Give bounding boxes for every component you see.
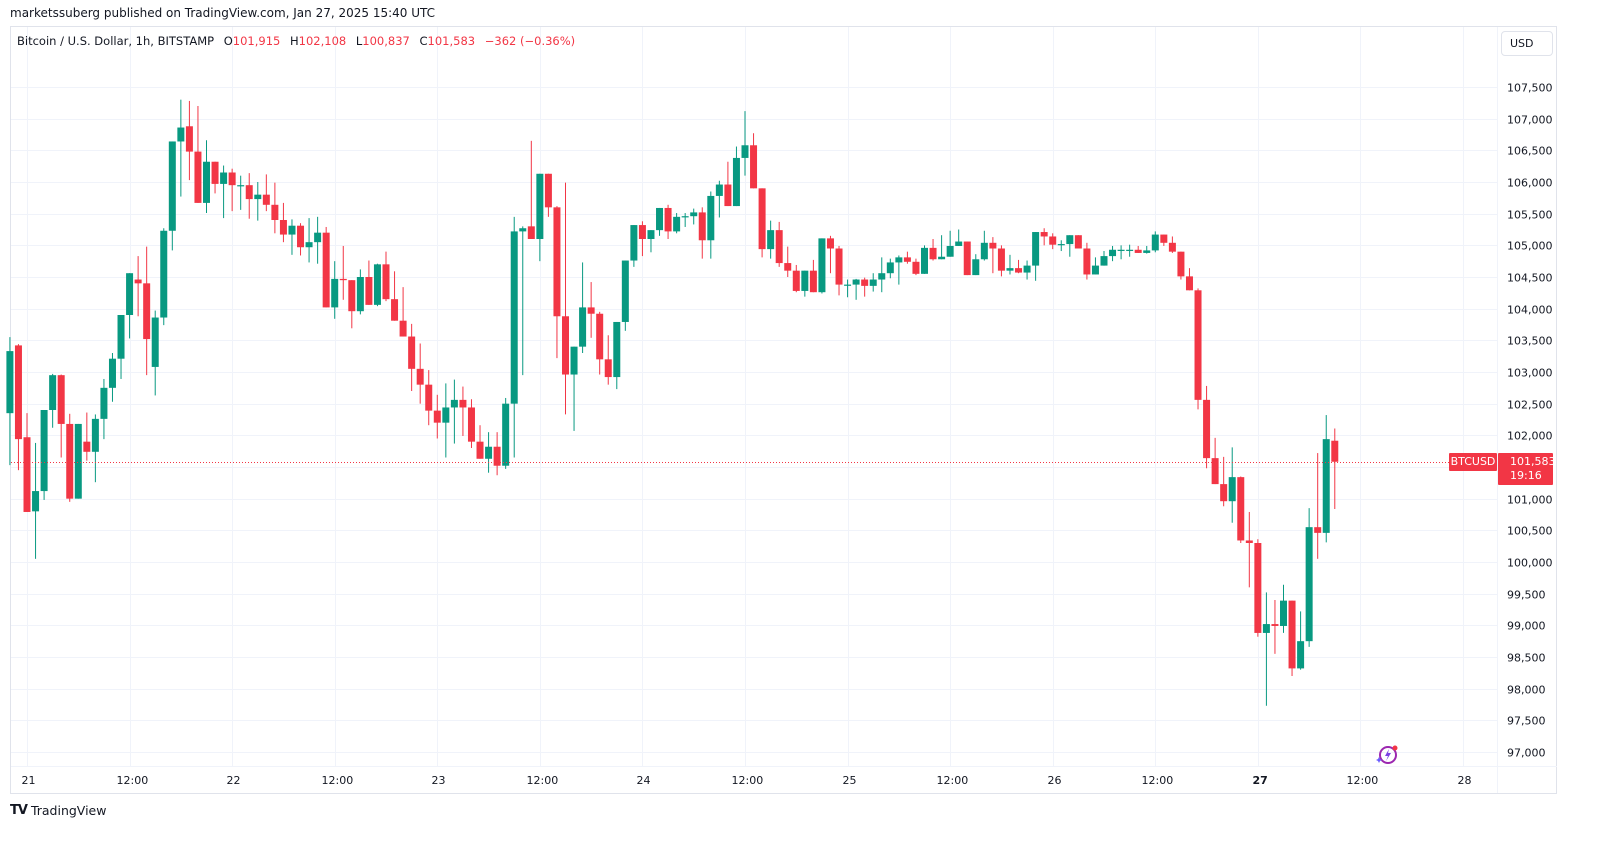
last-price-tag: 101,583 19:16: [1498, 453, 1556, 485]
brand-name: TradingView: [30, 803, 107, 818]
time-tick-label: 24: [637, 774, 651, 787]
price-tick-label: 105,500: [1507, 209, 1553, 222]
time-tick-label: 12:00: [732, 774, 764, 787]
symbol-legend: Bitcoin / U.S. Dollar, 1h, BITSTAMP O101…: [17, 34, 575, 48]
time-tick-label: 26: [1048, 774, 1062, 787]
symbol-description: Bitcoin / U.S. Dollar, 1h, BITSTAMP: [17, 34, 215, 48]
time-tick-label: 12:00: [527, 774, 559, 787]
price-tick-label: 107,000: [1507, 114, 1553, 127]
time-tick-label: 12:00: [1142, 774, 1174, 787]
time-tick-label: 12:00: [1347, 774, 1379, 787]
open-label: O: [223, 34, 233, 48]
symbol-price-tag: BTCUSD: [1449, 453, 1497, 471]
time-tick-label: 12:00: [322, 774, 354, 787]
high-label: H: [290, 34, 299, 48]
footer-branding: TV TradingView: [10, 803, 106, 818]
price-tick-label: 107,500: [1507, 82, 1553, 95]
price-tick-label: 102,000: [1507, 430, 1553, 443]
price-change: −362 (−0.36%): [484, 34, 576, 48]
assistant-lightning-icon[interactable]: [1374, 742, 1400, 768]
price-tick-label: 104,000: [1507, 304, 1553, 317]
close-value: 101,583: [427, 34, 476, 48]
close-label: C: [419, 34, 428, 48]
time-tick-label: 22: [227, 774, 241, 787]
tradingview-logo-icon: TV: [10, 803, 28, 818]
time-tick-label: 25: [843, 774, 857, 787]
low-label: L: [355, 34, 363, 48]
candles: [6, 99, 1339, 706]
time-axis[interactable]: 21 12:00 22 12:00 23 12:00 24 12:00 25 12:00 26 12:…: [22, 774, 1472, 787]
price-axis[interactable]: 107,500 107,000 106,500 106,000 105,500 105,0…: [1507, 82, 1553, 760]
open-value: 101,915: [232, 34, 281, 48]
price-tick-label: 97,500: [1507, 715, 1546, 728]
price-tick-label: 105,000: [1507, 240, 1553, 253]
published-info: marketssuberg published on TradingView.c…: [10, 6, 436, 20]
price-tick-label: 103,500: [1507, 335, 1553, 348]
price-tick-label: 99,000: [1507, 620, 1546, 633]
price-tick-label: 104,500: [1507, 272, 1553, 285]
price-tick-label: 102,500: [1507, 399, 1553, 412]
price-tick-label: 100,500: [1507, 525, 1553, 538]
time-tick-label: 23: [432, 774, 446, 787]
low-value: 100,837: [362, 34, 410, 48]
time-tick-label: 21: [22, 774, 36, 787]
price-tick-label: 98,000: [1507, 684, 1546, 697]
price-tick-label: 106,500: [1507, 145, 1553, 158]
time-tick-label: 12:00: [117, 774, 149, 787]
grid-lines: [11, 27, 1557, 793]
price-tick-label: 99,500: [1507, 589, 1546, 602]
last-price-value: 101,583: [1510, 455, 1556, 468]
price-tick-label: 97,000: [1507, 747, 1546, 760]
price-tick-label: 100,000: [1507, 557, 1553, 570]
time-tick-label: 12:00: [937, 774, 969, 787]
bar-countdown: 19:16: [1510, 469, 1542, 482]
price-tick-label: 106,000: [1507, 177, 1553, 190]
time-tick-label: 28: [1458, 774, 1472, 787]
price-tick-label: 98,500: [1507, 652, 1546, 665]
time-tick-label: 27: [1253, 774, 1268, 787]
currency-button[interactable]: USD: [1501, 31, 1553, 56]
high-value: 102,108: [298, 34, 347, 48]
price-tick-label: 103,000: [1507, 367, 1553, 380]
price-tick-label: 101,000: [1507, 494, 1553, 507]
